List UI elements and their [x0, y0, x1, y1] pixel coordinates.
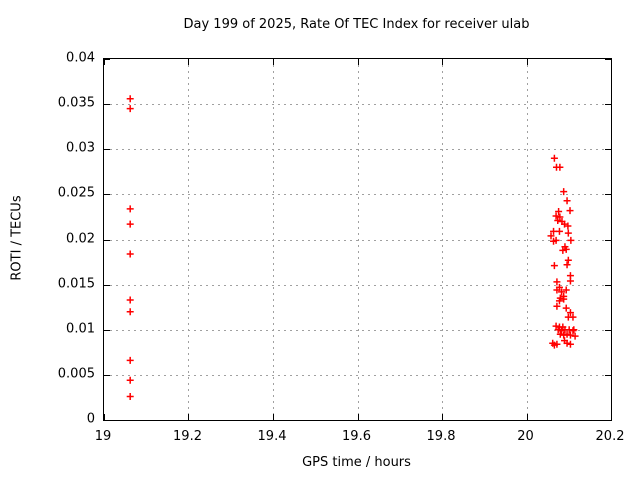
- data-point-marker: [563, 339, 571, 347]
- y-tick-label: 0.02: [66, 231, 95, 246]
- data-point-marker: [562, 304, 570, 312]
- y-tick-label: 0.01: [66, 321, 95, 337]
- data-point-marker: [126, 308, 134, 316]
- data-point-marker: [558, 327, 566, 335]
- chart-title: Day 199 of 2025, Rate Of TEC Index for r…: [183, 17, 530, 32]
- data-point-marker: [564, 313, 572, 321]
- data-point-marker: [554, 217, 562, 225]
- data-point-marker: [126, 95, 134, 103]
- x-tick-label: 19: [94, 429, 112, 444]
- data-point-marker: [547, 232, 555, 240]
- data-point-marker: [126, 296, 134, 304]
- data-point-marker: [564, 256, 572, 264]
- x-tick-label: 19.8: [426, 429, 456, 444]
- data-point-marker: [560, 295, 568, 303]
- data-point-marker: [550, 262, 558, 270]
- data-point-marker: [566, 309, 574, 317]
- data-point-marker: [126, 376, 134, 384]
- y-tick-label: 0.005: [57, 366, 95, 382]
- data-point-marker: [555, 227, 563, 235]
- data-point-marker: [550, 341, 558, 349]
- data-point-marker: [126, 356, 134, 364]
- data-point-marker: [566, 207, 574, 215]
- data-point-marker: [126, 250, 134, 258]
- data-point-marker: [556, 330, 564, 338]
- y-tick-label: 0.025: [57, 185, 95, 201]
- data-point-marker: [126, 393, 134, 401]
- x-tick-label: 20: [517, 429, 534, 444]
- y-tick-label: 0: [86, 411, 95, 427]
- y-tick-label: 0.04: [66, 50, 95, 66]
- data-point-marker: [560, 331, 568, 339]
- data-point-marker: [570, 326, 578, 334]
- data-point-marker: [126, 205, 134, 213]
- data-point-marker: [556, 213, 564, 221]
- plot-area: [103, 58, 612, 421]
- data-point-marker: [126, 105, 134, 113]
- data-point-marker: [552, 322, 560, 330]
- data-point-marker: [559, 246, 567, 254]
- data-point-marker: [564, 229, 572, 237]
- y-tick-label: 0.035: [57, 95, 95, 111]
- y-tick-label: 0.03: [66, 140, 95, 156]
- data-point-marker: [126, 220, 134, 228]
- data-point-marker: [564, 222, 572, 230]
- data-point-marker: [563, 330, 571, 338]
- data-point-marker: [553, 278, 561, 286]
- x-tick-label: 19.4: [257, 429, 287, 444]
- plot-canvas: [104, 59, 611, 420]
- data-point-marker: [550, 237, 558, 245]
- x-tick-label: 20.2: [595, 429, 625, 444]
- data-point-marker: [562, 245, 570, 253]
- data-point-marker: [566, 277, 574, 285]
- data-point-marker: [569, 327, 577, 335]
- data-point-marker: [563, 261, 571, 269]
- y-tick-label: 0.015: [57, 276, 95, 292]
- data-point-marker: [552, 212, 560, 220]
- data-point-marker: [571, 332, 579, 340]
- x-tick-label: 19.2: [173, 429, 202, 444]
- data-point-marker: [555, 297, 563, 305]
- x-tick-label: 19.6: [342, 429, 371, 444]
- data-point-marker: [556, 163, 564, 171]
- data-point-marker: [553, 302, 561, 310]
- data-point-marker: [555, 208, 563, 216]
- data-point-marker: [563, 197, 571, 205]
- data-point-marker: [550, 154, 558, 162]
- data-point-marker: [550, 227, 558, 235]
- data-point-marker: [566, 340, 574, 348]
- data-point-marker: [558, 288, 566, 296]
- data-point-marker: [566, 331, 574, 339]
- data-point-marker: [554, 326, 562, 334]
- data-point-marker: [567, 236, 575, 244]
- data-point-marker: [562, 286, 570, 294]
- y-axis-label: ROTI / TECUs: [9, 195, 25, 281]
- data-point-marker: [560, 188, 568, 196]
- data-point-marker: [553, 286, 561, 294]
- x-axis-label: GPS time / hours: [302, 455, 411, 470]
